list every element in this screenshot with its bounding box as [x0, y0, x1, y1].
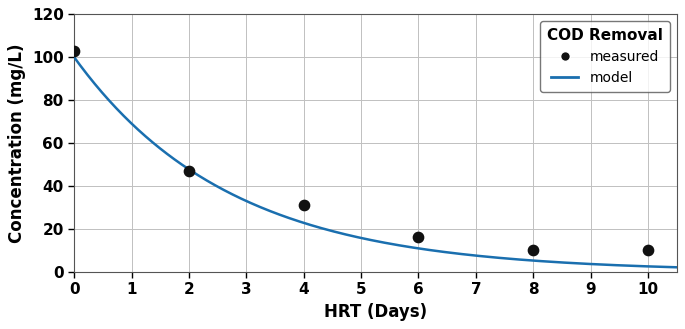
model	[360, 237, 368, 240]
model	[429, 248, 437, 252]
Y-axis label: Concentration (mg/L): Concentration (mg/L)	[8, 43, 26, 243]
measured	[413, 235, 424, 240]
measured	[298, 203, 309, 208]
Legend: measured, model: measured, model	[540, 21, 670, 92]
model	[396, 243, 404, 247]
model	[356, 236, 364, 240]
measured	[184, 168, 195, 173]
model	[564, 261, 572, 265]
measured	[68, 48, 79, 53]
model	[673, 265, 681, 269]
X-axis label: HRT (Days): HRT (Days)	[324, 303, 427, 321]
measured	[527, 248, 538, 253]
model	[70, 55, 78, 59]
Line: model: model	[74, 57, 677, 267]
model	[658, 265, 667, 269]
measured	[643, 248, 653, 253]
